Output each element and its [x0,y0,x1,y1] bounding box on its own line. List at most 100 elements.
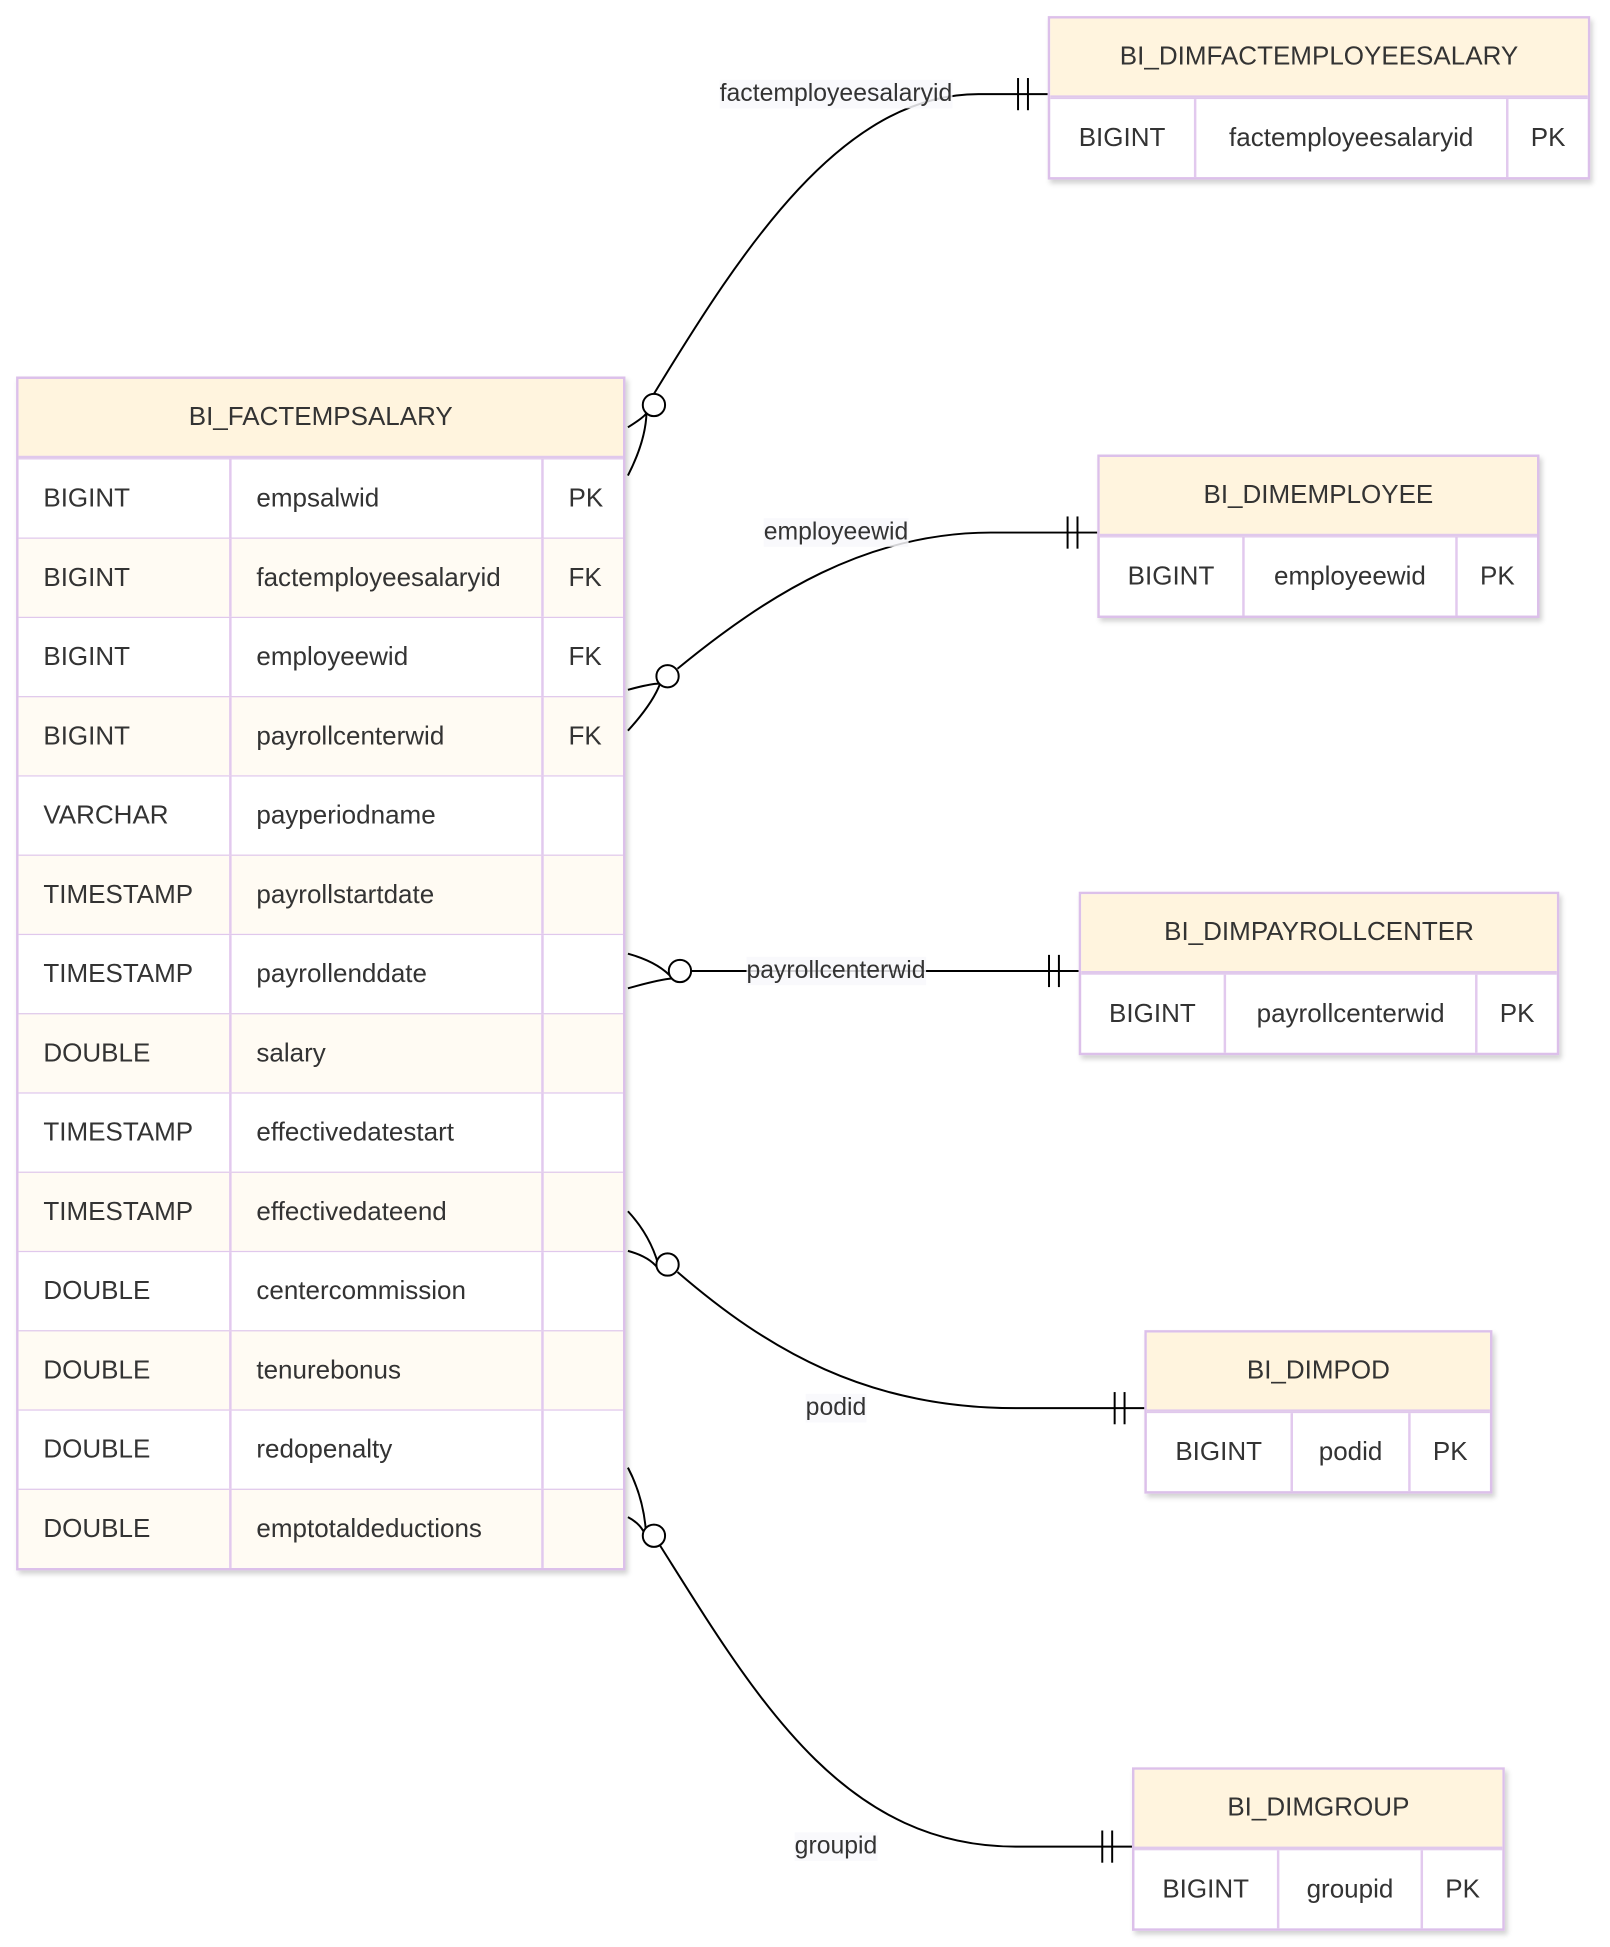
relationship-label: payrollcenterwid [746,956,926,986]
attribute-row: BIGINT payrollcenterwid PK [1081,973,1557,1053]
entity-fact[interactable]: BI_FACTEMPSALARY BIGINT empsalwid PK BIGINT f… [16,376,626,1571]
attribute-name: payrollcenterwid [1223,974,1475,1053]
attribute-type: BIGINT [1109,998,1196,1028]
relationship-label: factemployeesalaryid [719,79,953,109]
attribute-type: DOUBLE [43,1355,151,1385]
entity-title: BI_FACTEMPSALARY [18,378,623,459]
attribute-key: PK [1506,99,1588,178]
attribute-type: DOUBLE [43,1038,151,1067]
relationship-line [653,93,1048,395]
relationship-line [659,1545,1132,1848]
attribute-key [541,776,623,855]
attribute-type: TIMESTAMP [43,1117,194,1147]
relationship-label: podid [805,1393,867,1423]
attribute-name: effectivedateend [229,1172,541,1251]
crow-foot-icon [627,412,648,477]
attribute-key: PK [541,459,623,538]
attribute-key [541,1252,623,1331]
attribute-name: payrollenddate [229,935,541,1014]
attribute-name: centercommission [229,1252,541,1331]
zero-optional-icon [655,664,680,689]
attribute-key [541,1331,623,1410]
attribute-key [541,1410,623,1489]
attribute-row: VARCHAR payperiodname [18,775,623,855]
attribute-key [541,855,623,934]
crow-foot-icon [627,952,674,980]
attribute-name: effectivedatestart [229,1093,541,1172]
attribute-type: BIGINT [43,642,131,671]
attribute-type: TIMESTAMP [43,959,194,988]
attribute-key [541,1172,623,1251]
attribute-name: payrollstartdate [229,855,541,934]
crow-foot-icon [627,1210,662,1273]
attribute-name: redopenalty [229,1410,541,1489]
attribute-name: payrollcenterwid [229,697,541,776]
crow-foot-icon [627,412,648,429]
zero-optional-icon [655,1252,680,1277]
attribute-name: factemployeesalaryid [1193,99,1506,178]
zero-optional-icon [667,958,693,984]
attribute-key [541,1014,623,1093]
attribute-type: TIMESTAMP [43,879,194,909]
attribute-type: DOUBLE [43,1514,151,1543]
attribute-name: employeewid [229,618,541,697]
attribute-type: DOUBLE [43,1434,151,1464]
attribute-row: BIGINT employeewid FK [18,616,623,697]
entity-title: BI_DIMEMPLOYEE [1099,457,1537,537]
attribute-type: BIGINT [43,483,131,513]
attribute-type: BIGINT [1175,1437,1263,1466]
relationship-label: employeewid [763,518,909,547]
attribute-row: DOUBLE redopenalty [18,1409,623,1489]
attribute-row: TIMESTAMP effectivedatestart [18,1092,623,1172]
zero-optional-icon [641,392,667,418]
crow-foot-icon [627,682,661,691]
attribute-row: DOUBLE emptotaldeductions [18,1488,623,1568]
attribute-key: PK [1455,537,1537,616]
attribute-row: BIGINT groupid PK [1134,1849,1503,1929]
attribute-name: factemployeesalaryid [229,538,541,617]
attribute-row: BIGINT factemployeesalaryid PK [1050,97,1588,178]
entity-title: BI_DIMPAYROLLCENTER [1081,894,1557,974]
entity-dimpayrollcenter[interactable]: BI_DIMPAYROLLCENTER BIGINT payrollcenterwi… [1078,891,1560,1056]
attribute-type: BIGINT [1127,561,1215,591]
attribute-type: BIGINT [1078,123,1166,152]
attribute-row: BIGINT employeewid PK [1099,536,1537,616]
attribute-name: groupid [1276,1850,1421,1929]
attribute-key: PK [1475,974,1557,1053]
attribute-row: DOUBLE salary [18,1013,623,1093]
attribute-key: FK [541,618,623,697]
entity-dimfactemployeesalary[interactable]: BI_DIMFACTEMPLOYEESALARY BIGINT factemploy… [1047,16,1591,180]
entity-dimpod[interactable]: BI_DIMPOD BIGINT podid PK [1144,1330,1493,1494]
attribute-type: TIMESTAMP [43,1197,194,1226]
attribute-key [541,1093,623,1172]
relationship-line [676,531,1098,670]
attribute-name: payperiodname [229,776,541,855]
attribute-type: BIGINT [43,562,131,592]
attribute-key: FK [541,697,623,776]
crow-foot-icon [627,977,673,990]
attribute-type: BIGINT [1162,1874,1250,1903]
attribute-row: BIGINT empsalwid PK [18,458,623,538]
attribute-key: PK [1420,1850,1503,1929]
attribute-row: DOUBLE tenurebonus [18,1330,623,1410]
attribute-key [541,935,623,1014]
attribute-row: BIGINT payrollcenterwid FK [18,696,623,776]
attribute-name: podid [1290,1413,1409,1492]
entity-title: BI_DIMPOD [1146,1332,1490,1412]
entity-dimemployee[interactable]: BI_DIMEMPLOYEE BIGINT employeewid PK [1097,454,1540,619]
attribute-key: PK [1408,1413,1490,1492]
attribute-key: FK [541,538,623,617]
attribute-type: BIGINT [43,721,131,750]
attribute-row: TIMESTAMP payrollstartdate [18,854,623,934]
crow-foot-icon [627,683,662,732]
zero-optional-icon [641,1523,667,1548]
entity-dimgroup[interactable]: BI_DIMGROUP BIGINT groupid PK [1131,1767,1505,1931]
attribute-type: VARCHAR [43,800,169,830]
attribute-type: DOUBLE [43,1276,151,1305]
attribute-row: BIGINT podid PK [1146,1411,1490,1492]
attribute-row: BIGINT factemployeesalaryid FK [18,537,623,617]
attribute-name: tenurebonus [229,1331,541,1410]
attribute-row: TIMESTAMP effectivedateend [18,1171,623,1251]
attribute-name: empsalwid [229,459,541,538]
